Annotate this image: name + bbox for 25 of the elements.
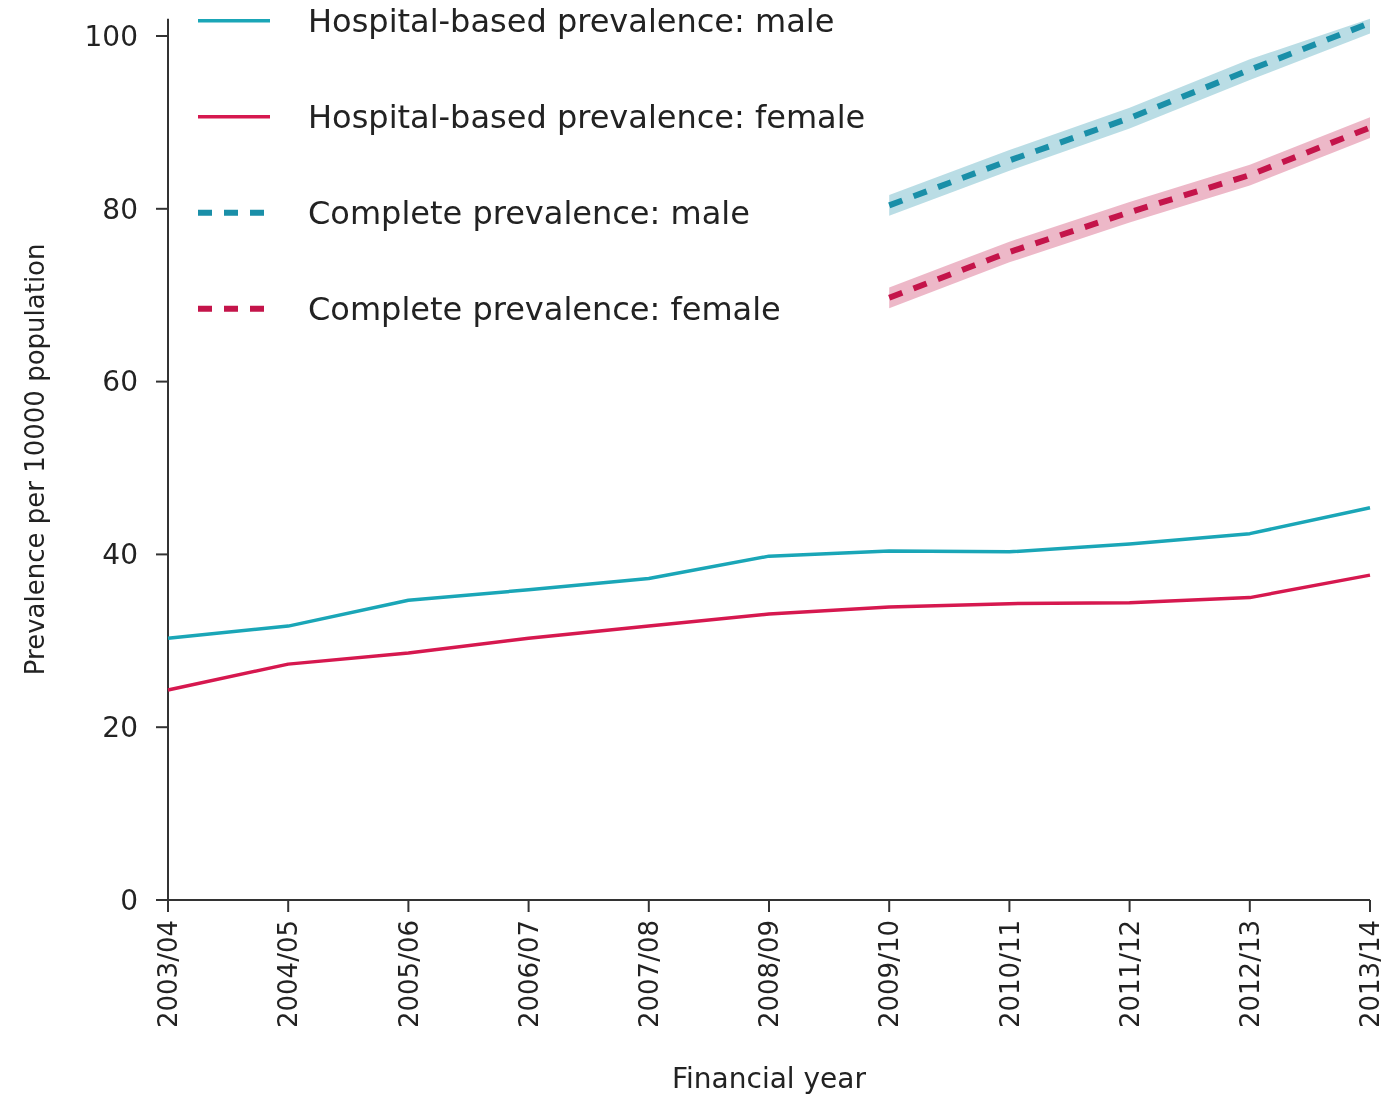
line-series: [166, 573, 1372, 692]
y-tick-label: 20: [102, 711, 138, 744]
y-tick-label: 80: [102, 192, 138, 226]
line-series: [166, 505, 1372, 640]
x-tick-label: 2013/14: [1355, 920, 1386, 1029]
y-tick-label: 60: [102, 365, 138, 399]
legend-label: Hospital-based prevalence: female: [308, 97, 866, 136]
y-axis-title: Prevalence per 10000 population: [20, 243, 50, 676]
y-tick-label: 100: [84, 19, 138, 53]
legend-label: Complete prevalence: male: [308, 193, 750, 232]
x-tick-label: 2004/05: [273, 920, 304, 1029]
x-tick-label: 2005/06: [393, 920, 424, 1029]
x-tick-label: 2008/09: [754, 920, 785, 1029]
legend-label: Complete prevalence: female: [308, 289, 781, 328]
x-tick-label: 2006/07: [513, 920, 544, 1029]
x-tick-label: 2011/12: [1114, 920, 1145, 1029]
legend-label: Hospital-based prevalence: male: [308, 1, 835, 40]
x-axis-title: Financial year: [672, 1062, 867, 1095]
y-tick-label: 40: [102, 538, 138, 572]
y-tick-label: 0: [120, 883, 138, 917]
x-tick-label: 2003/04: [153, 920, 184, 1029]
x-tick-label: 2010/11: [994, 920, 1025, 1029]
x-tick-label: 2007/08: [633, 920, 664, 1029]
x-tick-label: 2012/13: [1234, 920, 1265, 1029]
x-tick-label: 2009/10: [874, 920, 905, 1029]
